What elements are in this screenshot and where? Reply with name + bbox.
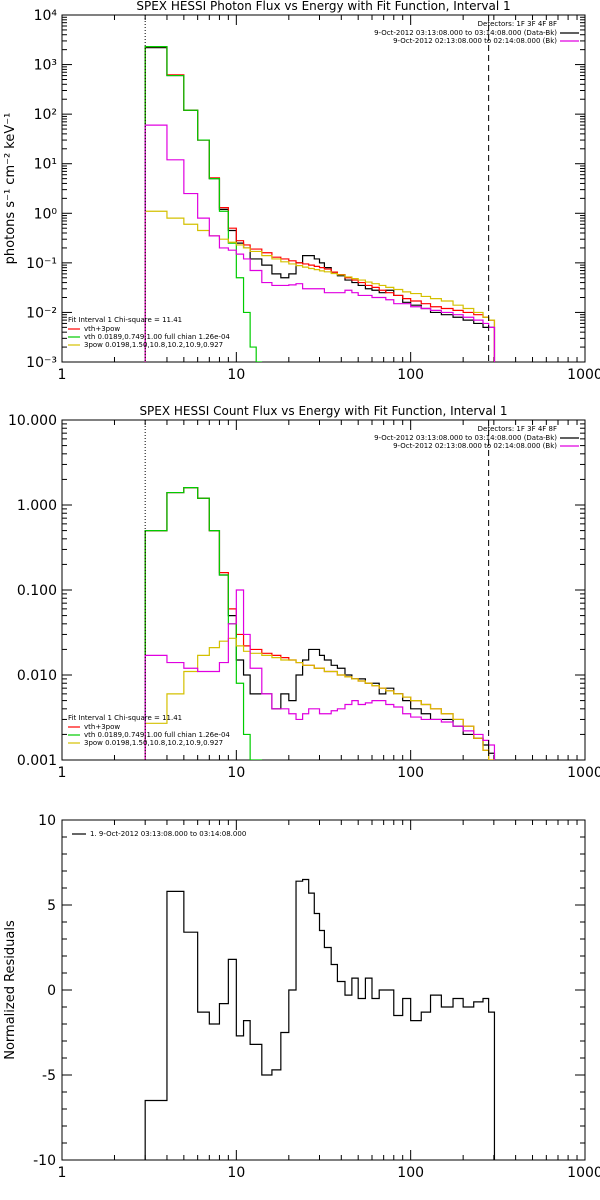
panel-2: SPEX HESSI Count Flux vs Energy with Fit… [8, 404, 600, 781]
series-group [144, 878, 496, 1160]
x-tick-label: 1 [58, 765, 67, 781]
series-group [144, 487, 496, 760]
y-axis-label: photons s⁻¹ cm⁻² keV⁻¹ [3, 113, 18, 265]
y-tick-label: 5 [47, 898, 56, 914]
series-line-2 [144, 46, 496, 362]
detectors-label: Detectors: 1F 3F 4F 8F [478, 425, 557, 433]
chart-title: SPEX HESSI Count Flux vs Energy with Fit… [139, 404, 507, 418]
y-tick-label: -5 [42, 1068, 56, 1084]
y-tick-label: 10⁻³ [26, 355, 57, 371]
x-tick-label: 10 [227, 1165, 245, 1181]
series-line-3 [144, 487, 263, 760]
series-line-4 [144, 210, 496, 362]
legend-bottom-entry: vth+3pow [84, 723, 120, 731]
legend-top-entry: 9-Oct-2012 03:13:08.000 to 03:14:08.000 … [374, 29, 557, 37]
y-tick-label: 10⁻¹ [26, 256, 57, 272]
y-tick-label: 0 [47, 983, 56, 999]
legend-top-entry: 9-Oct-2012 03:13:08.000 to 03:14:08.000 … [374, 434, 557, 442]
chart-title: SPEX HESSI Photon Flux vs Energy with Fi… [136, 0, 510, 13]
x-tick-label: 1000 [567, 367, 600, 383]
series-line-5 [144, 124, 496, 362]
x-tick-label: 10 [227, 765, 245, 781]
x-tick-label: 1000 [567, 765, 600, 781]
y-tick-label: 10 [38, 813, 56, 829]
x-tick-label: 1 [58, 1165, 67, 1181]
plot-frame [61, 819, 586, 1161]
x-tick-label: 100 [397, 367, 424, 383]
y-tick-label: 10³ [34, 58, 57, 74]
y-tick-label: 10¹ [34, 157, 57, 173]
plot-frame [61, 419, 586, 761]
series-group [144, 46, 496, 362]
legend-bottom-entry: vth 0.0189,0.749,1.00 full chian 1.26e-0… [84, 731, 230, 739]
fit-header: Fit Interval 1 Chi-square = 11.41 [68, 316, 182, 324]
y-tick-label: 1.000 [17, 498, 57, 514]
legend-bottom-entry: vth 0.0189,0.749,1.00 full chian 1.26e-0… [84, 333, 230, 341]
series-line-1 [144, 878, 496, 1160]
y-tick-label: 10² [34, 107, 57, 123]
series-line-5 [144, 589, 496, 760]
y-tick-label: 10⁻² [26, 305, 57, 321]
legend-bottom-entry: 3pow 0.0198,1.50,10.8,10.2,10.9,0.927 [84, 341, 223, 349]
y-tick-label: 10.000 [8, 413, 57, 429]
x-tick-label: 1000 [567, 1165, 600, 1181]
plot-frame [61, 14, 586, 363]
x-tick-label: 100 [397, 765, 424, 781]
y-axis-label: Normalized Residuals [3, 920, 18, 1060]
y-tick-label: -10 [33, 1153, 56, 1169]
panel-1: SPEX HESSI Photon Flux vs Energy with Fi… [3, 0, 600, 383]
legend-bottom-entry: vth+3pow [84, 325, 120, 333]
x-tick-label: 100 [397, 1165, 424, 1181]
x-tick-label: 1 [58, 367, 67, 383]
detectors-label: Detectors: 1F 3F 4F 8F [478, 20, 557, 28]
residual-legend-label: 1. 9-Oct-2012 03:13:08.000 to 03:14:08.0… [90, 830, 246, 838]
y-tick-label: 0.001 [17, 753, 57, 769]
y-tick-label: 10⁴ [34, 8, 58, 24]
y-tick-label: 10⁰ [34, 206, 58, 222]
legend-top-entry: 9-Oct-2012 02:13:08.000 to 02:14:08.000 … [393, 442, 557, 450]
fit-header: Fit Interval 1 Chi-square = 11.41 [68, 714, 182, 722]
series-line-1 [144, 487, 496, 760]
series-line-3 [144, 46, 263, 362]
panel-3: Normalized Residuals 1 10 100 1000 -10 -5 0 5 10 1… [3, 813, 600, 1181]
y-tick-label: 0.100 [17, 583, 57, 599]
legend-top-entry: 9-Oct-2012 02:13:08.000 to 02:14:08.000 … [393, 37, 557, 45]
legend-bottom-entry: 3pow 0.0198,1.50,10.8,10.2,10.9,0.927 [84, 739, 223, 747]
y-tick-label: 0.010 [17, 668, 57, 684]
x-tick-label: 10 [227, 367, 245, 383]
